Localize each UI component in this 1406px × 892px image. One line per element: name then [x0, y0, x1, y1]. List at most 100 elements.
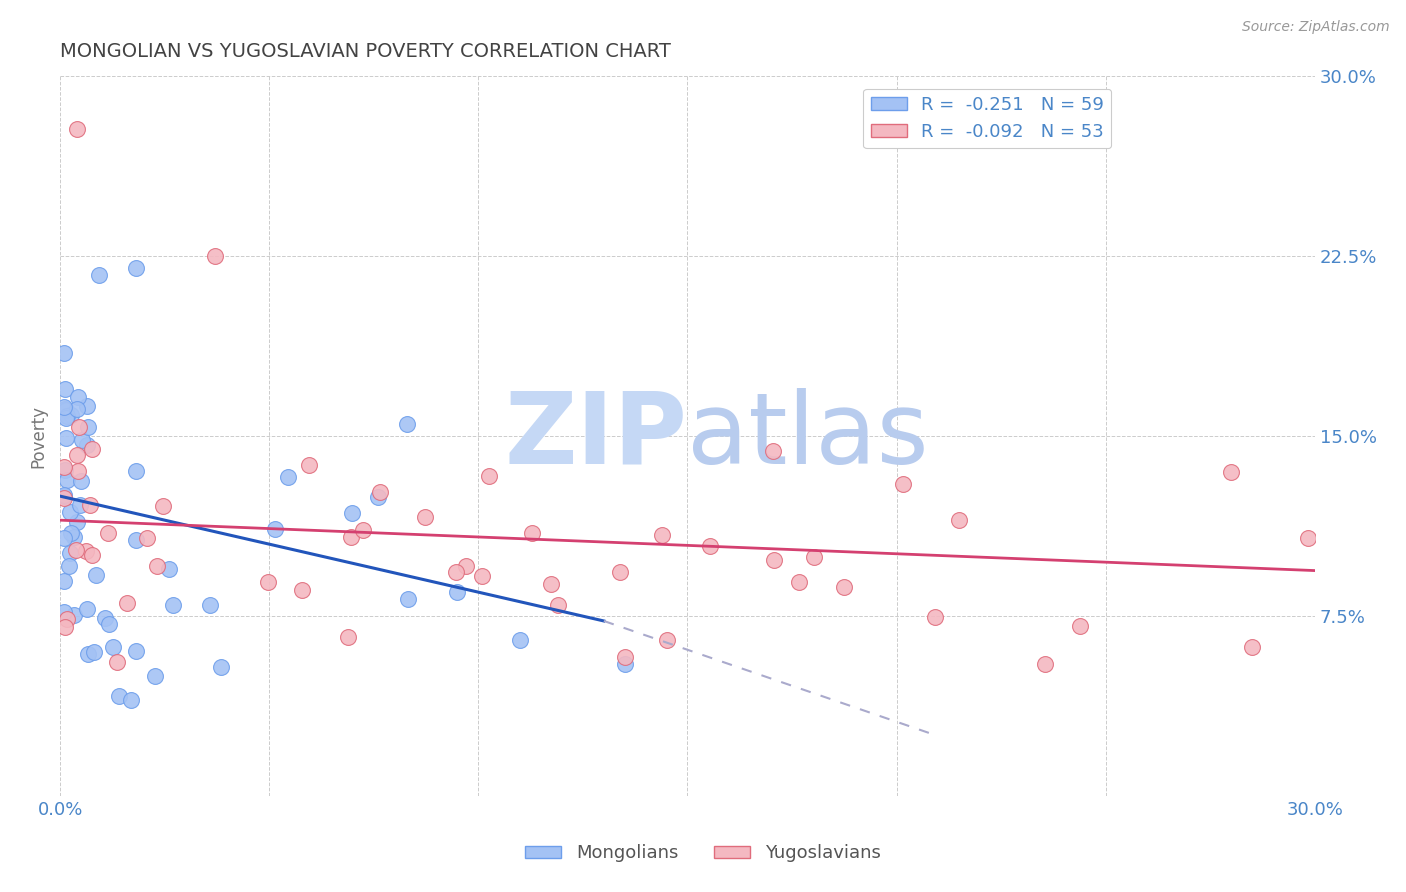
Point: [66, 464, 89, 478]
Point: [948, 513, 970, 527]
Text: Source: ZipAtlas.com: Source: ZipAtlas.com: [1241, 20, 1389, 34]
Point: [97, 525, 120, 540]
Point: [204, 249, 226, 263]
Point: [62, 530, 84, 544]
Point: [124, 261, 146, 276]
Point: [157, 562, 180, 576]
Point: [56, 473, 79, 487]
Point: [198, 598, 221, 612]
Point: [76, 437, 98, 451]
Point: [77, 647, 100, 661]
Point: [76, 399, 98, 413]
Point: [69, 499, 91, 513]
Point: [53, 487, 76, 501]
Point: [87, 268, 110, 282]
Point: [1296, 531, 1319, 545]
Text: ZIP: ZIP: [505, 388, 688, 484]
Point: [762, 443, 785, 458]
Point: [924, 609, 946, 624]
Point: [65, 543, 87, 558]
Point: [444, 565, 467, 579]
Point: [84, 567, 107, 582]
Point: [446, 585, 468, 599]
Point: [613, 650, 636, 665]
Text: atlas: atlas: [688, 388, 929, 484]
Point: [342, 506, 364, 520]
Point: [120, 693, 142, 707]
Point: [66, 448, 89, 462]
Point: [53, 459, 76, 474]
Point: [352, 523, 374, 537]
Point: [53, 489, 76, 503]
Point: [55, 612, 77, 626]
Point: [67, 390, 90, 404]
Point: [609, 566, 631, 580]
Point: [454, 558, 477, 573]
Point: [70, 434, 93, 448]
Point: [76, 602, 98, 616]
Point: [1069, 619, 1091, 633]
Point: [101, 640, 124, 655]
Point: [124, 644, 146, 658]
Point: [509, 633, 531, 648]
Point: [257, 575, 280, 590]
Point: [58, 559, 80, 574]
Point: [53, 382, 76, 396]
Point: [1035, 657, 1057, 672]
Point: [80, 548, 103, 562]
Point: [59, 505, 82, 519]
Point: [264, 522, 287, 536]
Point: [53, 491, 76, 505]
Point: [105, 655, 128, 669]
Point: [53, 605, 76, 619]
Point: [478, 469, 501, 483]
Point: [1240, 640, 1263, 655]
Point: [53, 531, 76, 545]
Point: [1220, 465, 1243, 479]
Legend: Mongolians, Yugoslavians: Mongolians, Yugoslavians: [517, 838, 889, 870]
Point: [413, 510, 436, 524]
Point: [53, 345, 76, 359]
Point: [79, 498, 101, 512]
Point: [522, 526, 544, 541]
Legend: R =  -0.251   N = 59, R =  -0.092   N = 53: R = -0.251 N = 59, R = -0.092 N = 53: [863, 89, 1111, 148]
Point: [97, 616, 120, 631]
Point: [699, 540, 721, 554]
Point: [55, 431, 77, 445]
Point: [53, 463, 76, 477]
Point: [471, 568, 494, 582]
Point: [94, 611, 117, 625]
Point: [53, 402, 76, 417]
Point: [124, 464, 146, 478]
Point: [76, 420, 98, 434]
Point: [63, 608, 86, 623]
Point: [135, 531, 157, 545]
Point: [59, 525, 82, 540]
Point: [162, 598, 184, 612]
Point: [336, 630, 359, 644]
Point: [762, 553, 785, 567]
Point: [211, 660, 233, 674]
Point: [80, 442, 103, 457]
Point: [53, 620, 76, 634]
Point: [339, 530, 361, 544]
Point: [832, 580, 855, 594]
Point: [152, 499, 174, 513]
Point: [803, 550, 825, 565]
Point: [655, 633, 678, 648]
Point: [396, 417, 419, 432]
Point: [66, 515, 89, 529]
Point: [547, 598, 569, 612]
Point: [66, 122, 89, 136]
Point: [66, 401, 89, 416]
Point: [108, 689, 131, 703]
Point: [115, 596, 138, 610]
Point: [298, 458, 321, 472]
Point: [540, 577, 562, 591]
Point: [277, 470, 299, 484]
Point: [55, 409, 77, 423]
Text: MONGOLIAN VS YUGOSLAVIAN POVERTY CORRELATION CHART: MONGOLIAN VS YUGOSLAVIAN POVERTY CORRELA…: [60, 42, 671, 61]
Point: [55, 411, 77, 425]
Point: [370, 485, 392, 500]
Point: [651, 528, 673, 542]
